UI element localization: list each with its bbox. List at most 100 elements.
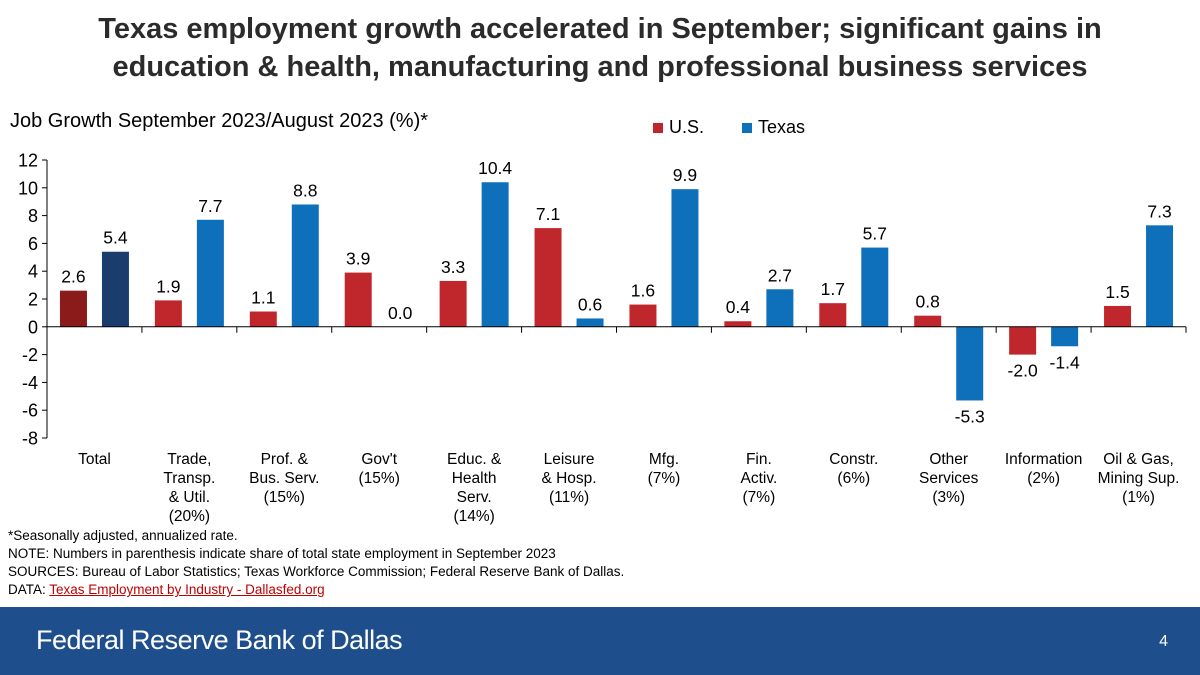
category-label: Other <box>929 451 968 468</box>
data-label-texas: 0.0 <box>388 303 413 323</box>
category-label: (15%) <box>264 489 305 506</box>
bar-us <box>534 228 562 327</box>
bar-us <box>154 300 182 327</box>
note-data: DATA: Texas Employment by Industry - Dal… <box>8 581 624 599</box>
y-tick-label: -4 <box>22 373 38 393</box>
data-label-texas: 5.4 <box>103 228 128 248</box>
data-label-texas: 5.7 <box>863 224 887 244</box>
bar-us <box>249 311 277 327</box>
data-label-texas: -1.4 <box>1050 352 1080 372</box>
category-label: Total <box>78 451 111 468</box>
legend-label-us: U.S. <box>669 117 705 137</box>
category-label: & Util. <box>169 489 210 506</box>
y-tick-label: 0 <box>28 317 38 337</box>
category-label: Transp. <box>163 470 215 487</box>
bar-texas <box>1146 225 1174 327</box>
bar-us <box>439 280 467 327</box>
data-label-texas: 7.3 <box>1147 201 1171 221</box>
category-label: Mining Sup. <box>1098 470 1180 487</box>
category-label: (7%) <box>648 470 681 487</box>
data-label-us: 1.6 <box>631 281 655 301</box>
bar-us <box>1009 326 1037 355</box>
bar-us <box>914 315 942 327</box>
data-label-us: 1.9 <box>156 276 180 296</box>
bar-us <box>1104 305 1132 327</box>
data-label-us: 2.6 <box>61 267 85 287</box>
data-label-us: 3.3 <box>441 257 465 277</box>
bar-texas <box>196 219 224 327</box>
bar-texas <box>671 189 699 327</box>
title-line-1: Texas employment growth accelerated in S… <box>98 13 1102 45</box>
category-label: Activ. <box>741 470 778 487</box>
bar-texas <box>576 318 604 327</box>
legend-item-us: U.S. <box>653 117 704 138</box>
category-label: Prof. & <box>261 451 309 468</box>
category-label: Fin. <box>746 451 772 468</box>
bar-us <box>629 304 657 327</box>
category-label: (3%) <box>932 489 965 506</box>
data-label-us: 3.9 <box>346 249 370 269</box>
category-label: Serv. <box>457 489 492 506</box>
data-label-texas: -5.3 <box>955 406 985 426</box>
chart-subtitle: Job Growth September 2023/August 2023 (%… <box>10 110 429 132</box>
data-label-texas: 8.8 <box>293 180 317 200</box>
y-tick-label: -2 <box>22 345 38 365</box>
bar-us <box>819 303 847 327</box>
bar-texas <box>956 326 984 401</box>
note-sources: SOURCES: Bureau of Labor Statistics; Tex… <box>8 564 625 579</box>
data-link[interactable]: Texas Employment by Industry - Dallasfed… <box>49 582 325 597</box>
data-label-texas: 9.9 <box>673 165 697 185</box>
footer-bar: Federal Reserve Bank of Dallas 4 <box>0 607 1200 675</box>
title-line-2: education & health, manufacturing and pr… <box>112 51 1088 83</box>
category-label: (20%) <box>169 508 210 525</box>
y-tick-label: 6 <box>28 234 38 254</box>
category-label: Mfg. <box>649 451 679 468</box>
legend-label-texas: Texas <box>758 117 806 137</box>
category-label: Trade, <box>167 451 211 468</box>
note-data-prefix: DATA: <box>8 582 50 597</box>
note-parenthesis: NOTE: Numbers in parenthesis indicate sh… <box>8 546 556 561</box>
category-label: Health <box>452 470 497 487</box>
category-label: Services <box>919 470 979 487</box>
y-tick-label: -8 <box>22 429 38 449</box>
bar-chart: 12 10 8 6 4 2 0 -2 -4 -6 -8 2.6 1.9 1.1 3.9 3.3 7.1 1.6 0.… <box>18 151 1187 525</box>
bar-texas <box>1051 326 1079 347</box>
chart-title: Texas employment growth accelerated in S… <box>0 10 1200 86</box>
legend: U.S. Texas <box>653 117 805 138</box>
legend-swatch-us <box>653 122 663 133</box>
data-label-texas: 10.4 <box>478 158 512 178</box>
y-tick-label: -6 <box>22 401 38 421</box>
category-label: (15%) <box>359 470 400 487</box>
y-tick-label: 2 <box>28 290 38 310</box>
bar-texas <box>291 204 319 327</box>
bar-texas <box>481 182 509 327</box>
category-label: (2%) <box>1027 470 1060 487</box>
data-label-us: -2.0 <box>1008 361 1038 381</box>
category-label: & Hosp. <box>541 470 596 487</box>
data-label-us: 1.7 <box>821 279 845 299</box>
bar-texas <box>861 247 889 327</box>
note-seasonal: *Seasonally adjusted, annualized rate. <box>8 528 238 543</box>
category-label: Information <box>1005 451 1083 468</box>
bar-us <box>344 272 372 327</box>
bar-us <box>59 290 87 327</box>
data-label-us: 0.4 <box>726 297 751 317</box>
data-label-us: 0.8 <box>916 292 940 312</box>
data-label-us: 1.5 <box>1105 282 1129 302</box>
page-number: 4 <box>1159 633 1168 650</box>
notes: *Seasonally adjusted, annualized rate. N… <box>8 527 624 599</box>
category-label: Leisure <box>544 451 595 468</box>
legend-swatch-texas <box>742 122 753 133</box>
category-label: Gov't <box>361 451 397 468</box>
category-label: Constr. <box>829 451 878 468</box>
data-label-texas: 7.7 <box>198 196 222 216</box>
data-label-texas: 2.7 <box>768 265 792 285</box>
y-tick-label: 10 <box>18 178 38 198</box>
category-label: (1%) <box>1122 489 1155 506</box>
legend-item-texas: Texas <box>742 117 805 138</box>
category-label: Bus. Serv. <box>249 470 319 487</box>
bar-texas <box>766 289 794 327</box>
y-tick-label: 8 <box>28 206 38 226</box>
bar-texas <box>101 251 129 327</box>
category-label: (6%) <box>837 470 870 487</box>
